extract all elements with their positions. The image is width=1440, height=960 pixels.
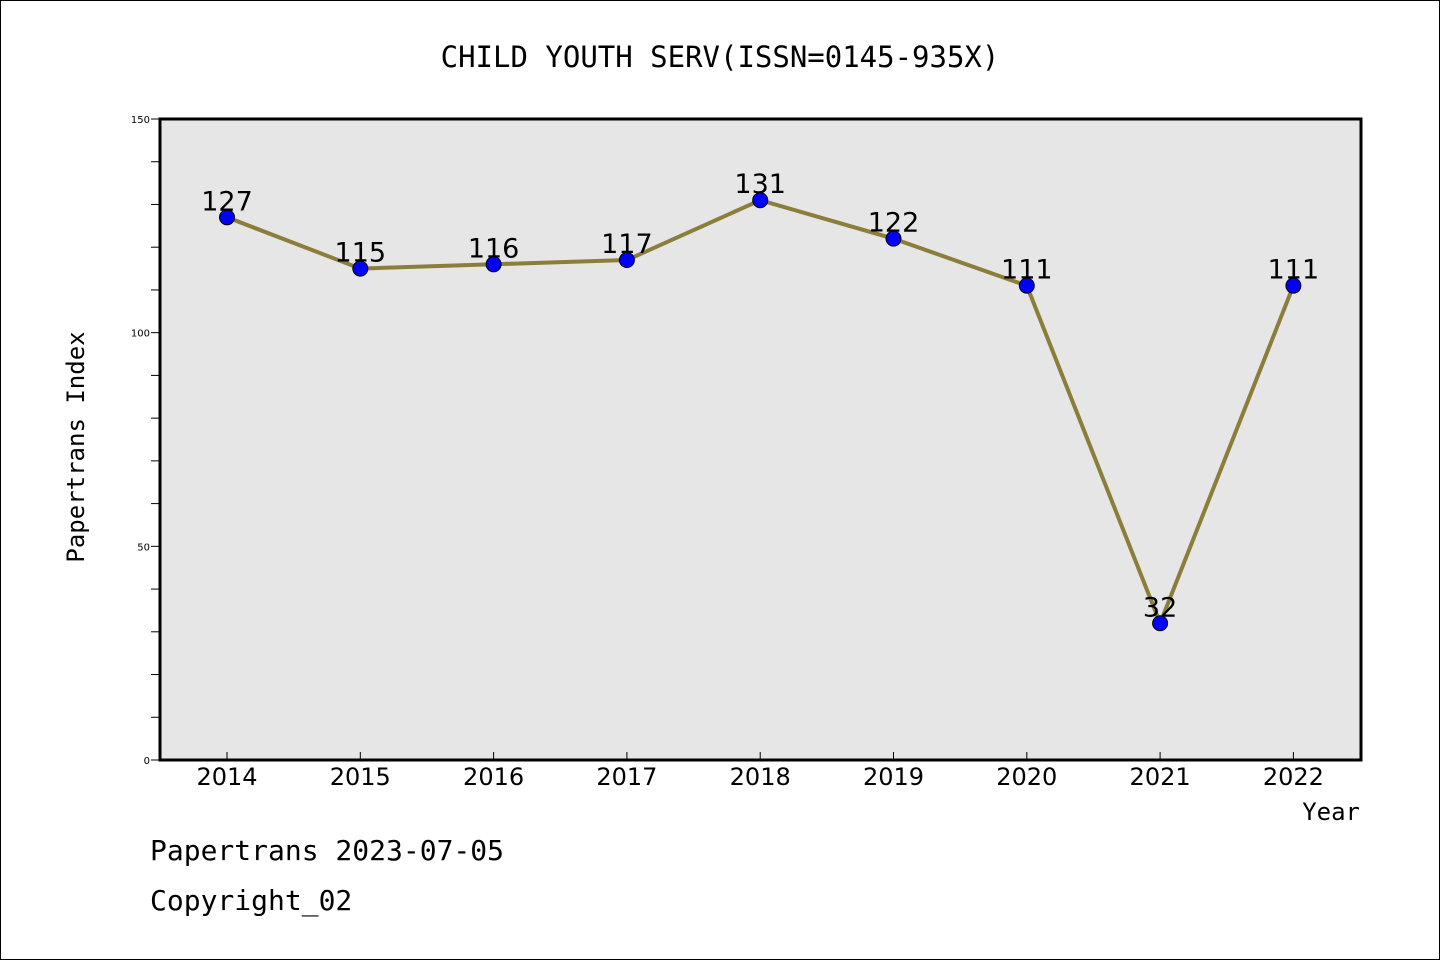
y-tick-label: 100 (131, 329, 150, 340)
y-tick-label: 50 (137, 542, 150, 553)
data-point (752, 192, 769, 209)
data-label: 32 (1143, 592, 1177, 623)
y-tick-label: 150 (131, 115, 150, 126)
data-point (1152, 615, 1169, 632)
x-tick-label: 2018 (730, 763, 791, 791)
data-label: 115 (335, 238, 387, 269)
data-point (219, 209, 235, 226)
data-point (618, 252, 635, 269)
y-axis-ticks: 0 50 100 150 (131, 115, 160, 767)
data-label: 111 (1268, 255, 1320, 286)
x-tick-label: 2016 (463, 763, 524, 791)
data-point (885, 230, 902, 247)
data-label: 117 (601, 229, 653, 260)
x-tick-label: 2020 (996, 763, 1057, 791)
data-point (1018, 277, 1035, 294)
data-label: 116 (468, 233, 520, 264)
y-minor-ticks (151, 161, 160, 718)
data-point (485, 256, 502, 273)
footer-copyright: Copyright_02 (150, 884, 353, 917)
data-label: 122 (868, 208, 920, 239)
x-tick-label: 2021 (1130, 763, 1191, 791)
data-points (219, 192, 1302, 632)
x-axis-ticks: 2014 2015 2016 2017 2018 2019 2020 2021 2022 (196, 752, 1324, 791)
data-point (352, 260, 369, 277)
data-label: 131 (734, 169, 786, 200)
x-tick-label: 2015 (330, 763, 391, 791)
x-tick-label: 2014 (196, 763, 257, 791)
data-label: 127 (201, 186, 253, 217)
x-tick-label: 2017 (596, 763, 657, 791)
x-tick-label: 2022 (1263, 763, 1324, 791)
data-label: 111 (1001, 255, 1053, 286)
data-point (1285, 277, 1302, 294)
y-axis-label: Papertrans Index (62, 331, 90, 562)
x-tick-label: 2019 (863, 763, 924, 791)
chart-title: CHILD YOUTH SERV(ISSN=0145-935X) (441, 40, 1000, 74)
x-axis-label: Year (1302, 798, 1360, 826)
y-tick-label: 0 (144, 756, 150, 767)
footer-date: Papertrans 2023-07-05 (150, 834, 505, 867)
data-labels: 127 115 116 117 131 122 111 32 111 (201, 169, 1319, 623)
plot-area (158, 117, 1363, 762)
